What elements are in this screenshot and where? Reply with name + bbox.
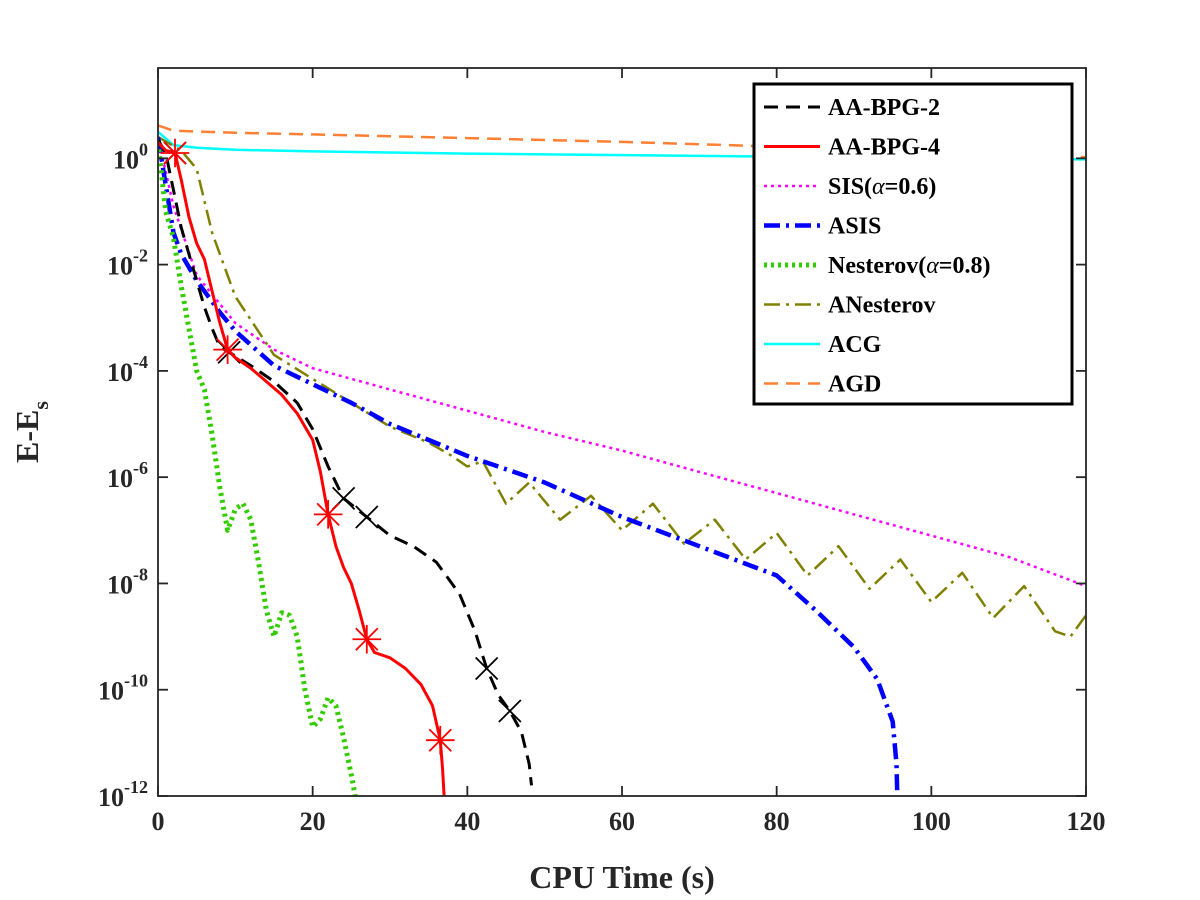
series-line-aa-bpg-4 bbox=[158, 141, 446, 796]
legend: AA-BPG-2 AA-BPG-4 SIS(α=0.6) ASIS Nesterov(α… bbox=[752, 82, 1074, 406]
marker-aa-bpg-4-3 bbox=[352, 624, 382, 654]
y-tick-label-0: 100 bbox=[113, 139, 148, 174]
x-tick-label-3: 60 bbox=[609, 807, 635, 836]
y-tick-label-1: 10-2 bbox=[107, 246, 148, 281]
legend-label-sis-0-6: SIS(α=0.6) bbox=[828, 174, 936, 200]
x-tick-label-1: 20 bbox=[300, 807, 326, 836]
marker-aa-bpg-4-1 bbox=[213, 335, 242, 364]
y-axis-title-sub: s bbox=[28, 401, 53, 410]
series-line-nesterov-0-8 bbox=[158, 142, 358, 796]
x-tick-label-6: 120 bbox=[1067, 807, 1106, 836]
legend-label-nesterov-0-8: Nesterov(α=0.8) bbox=[828, 253, 990, 279]
y-tick-label-5: 10-10 bbox=[98, 671, 148, 706]
y-tick-label-6: 10-12 bbox=[98, 777, 148, 812]
series-line-aa-bpg-2 bbox=[158, 138, 533, 786]
x-tick-label-2: 40 bbox=[454, 807, 480, 836]
series-line-anesterov bbox=[158, 136, 1086, 638]
x-tick-label-4: 80 bbox=[764, 807, 790, 836]
legend-label-acg: ACG bbox=[828, 332, 882, 358]
ticks-layer: 0 20 40 60 80 100 120 100 10-2 10-4 10-6 10-8 10-10 1… bbox=[98, 68, 1106, 836]
series-layer bbox=[158, 124, 1086, 796]
series-line-asis bbox=[158, 136, 900, 796]
y-tick-label-4: 10-8 bbox=[107, 564, 148, 599]
x-tick-label-0: 0 bbox=[152, 807, 165, 836]
x-tick-label-5: 100 bbox=[912, 807, 951, 836]
marker-aa-bpg-4-4 bbox=[425, 725, 455, 755]
marker-aa-bpg-2-4 bbox=[475, 656, 499, 681]
legend-label-anesterov: ANesterov bbox=[828, 293, 936, 319]
y-tick-label-2: 10-4 bbox=[107, 352, 148, 387]
y-axis-title-main: E-E bbox=[9, 410, 45, 463]
legend-label-aa-bpg-4: AA-BPG-4 bbox=[828, 135, 940, 161]
legend-box bbox=[752, 82, 1074, 406]
legend-label-asis: ASIS bbox=[828, 214, 881, 240]
y-tick-label-3: 10-6 bbox=[107, 458, 148, 493]
series-line-agd bbox=[158, 124, 1086, 159]
y-axis-title: E-Es bbox=[9, 401, 53, 463]
legend-label-aa-bpg-2: AA-BPG-2 bbox=[828, 95, 940, 121]
marker-aa-bpg-4-0 bbox=[160, 138, 190, 168]
legend-label-agd: AGD bbox=[828, 372, 881, 398]
x-axis-title: CPU Time (s) bbox=[529, 859, 714, 895]
marker-aa-bpg-4-2 bbox=[313, 500, 343, 529]
marker-aa-bpg-2-5 bbox=[498, 699, 522, 723]
marker-aa-bpg-2-3 bbox=[355, 505, 379, 529]
